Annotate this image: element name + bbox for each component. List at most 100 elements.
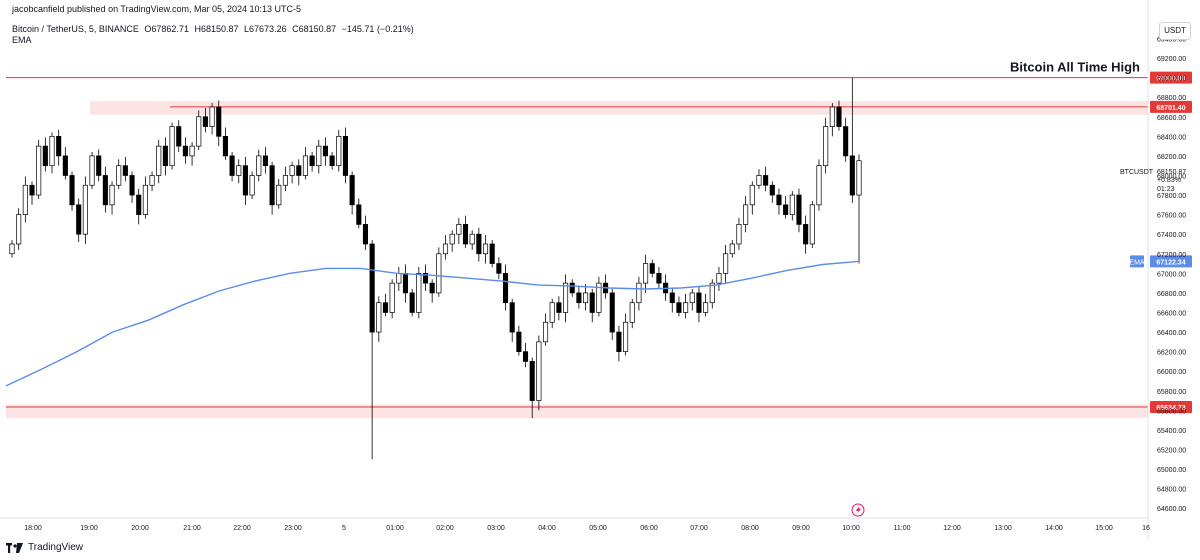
- candle-body[interactable]: [716, 272, 722, 284]
- candle-body[interactable]: [122, 165, 128, 176]
- candle-body[interactable]: [616, 331, 622, 352]
- candle-body[interactable]: [216, 106, 222, 137]
- candle-body[interactable]: [756, 175, 762, 186]
- candle-body[interactable]: [563, 282, 569, 313]
- candle-body[interactable]: [796, 194, 802, 225]
- candle-body[interactable]: [736, 224, 742, 245]
- candle-body[interactable]: [176, 126, 182, 147]
- candle-body[interactable]: [369, 243, 375, 333]
- candle-body[interactable]: [763, 175, 769, 186]
- candle-body[interactable]: [743, 204, 749, 225]
- candle-body[interactable]: [522, 351, 529, 362]
- candle-body[interactable]: [396, 272, 402, 284]
- candle-body[interactable]: [776, 194, 782, 206]
- candle-body[interactable]: [156, 145, 162, 176]
- candle-body[interactable]: [262, 155, 268, 167]
- candle-body[interactable]: [422, 272, 429, 284]
- candle-body[interactable]: [136, 194, 142, 215]
- candle-body[interactable]: [242, 165, 248, 196]
- candle-body[interactable]: [696, 292, 702, 313]
- candle-body[interactable]: [149, 175, 155, 186]
- candle-body[interactable]: [142, 184, 148, 215]
- candle-body[interactable]: [76, 204, 82, 235]
- candle-body[interactable]: [576, 292, 582, 304]
- candle-body[interactable]: [256, 155, 262, 176]
- candle-body[interactable]: [509, 302, 515, 333]
- candle-body[interactable]: [789, 194, 795, 215]
- candle-body[interactable]: [656, 272, 662, 284]
- candle-body[interactable]: [316, 145, 322, 167]
- candle-body[interactable]: [636, 282, 642, 304]
- candle-body[interactable]: [536, 341, 542, 401]
- candle-body[interactable]: [583, 292, 589, 304]
- candle-body[interactable]: [82, 184, 88, 235]
- candle-body[interactable]: [709, 282, 715, 304]
- candle-body[interactable]: [456, 224, 462, 235]
- candle-body[interactable]: [342, 135, 349, 176]
- candle-body[interactable]: [689, 292, 695, 304]
- candle-body[interactable]: [623, 321, 629, 352]
- candle-body[interactable]: [62, 155, 68, 176]
- candle-body[interactable]: [849, 155, 855, 196]
- candle-body[interactable]: [389, 282, 395, 313]
- candle-body[interactable]: [162, 145, 168, 167]
- candle-body[interactable]: [683, 302, 689, 313]
- candle-body[interactable]: [703, 302, 709, 313]
- candle-body[interactable]: [49, 135, 55, 167]
- candle-body[interactable]: [569, 282, 575, 294]
- candle-body[interactable]: [649, 263, 655, 274]
- candle-body[interactable]: [749, 184, 755, 206]
- candle-body[interactable]: [376, 302, 382, 333]
- candle-body[interactable]: [843, 126, 849, 157]
- candle-body[interactable]: [442, 243, 449, 255]
- candle-body[interactable]: [429, 282, 435, 294]
- candle-body[interactable]: [42, 145, 48, 167]
- candle-body[interactable]: [9, 243, 15, 255]
- candle-body[interactable]: [836, 106, 842, 127]
- candle-body[interactable]: [643, 263, 649, 284]
- candle-body[interactable]: [222, 135, 228, 157]
- candle-body[interactable]: [36, 145, 42, 196]
- candle-body[interactable]: [22, 184, 28, 215]
- candle-body[interactable]: [202, 116, 208, 127]
- candle-body[interactable]: [236, 165, 242, 176]
- candle-body[interactable]: [336, 135, 342, 167]
- candle-body[interactable]: [596, 282, 602, 313]
- candle-body[interactable]: [109, 184, 115, 206]
- candle-body[interactable]: [302, 155, 308, 176]
- candle-body[interactable]: [529, 361, 535, 401]
- candle-body[interactable]: [542, 321, 549, 343]
- candle-body[interactable]: [676, 302, 682, 313]
- candle-body[interactable]: [469, 233, 475, 245]
- candle-body[interactable]: [322, 145, 329, 157]
- candle-body[interactable]: [856, 160, 862, 196]
- candle-body[interactable]: [803, 224, 809, 245]
- candle-body[interactable]: [196, 116, 202, 147]
- candle-body[interactable]: [489, 243, 495, 264]
- candle-body[interactable]: [356, 204, 362, 225]
- candle-body[interactable]: [402, 272, 409, 294]
- candle-body[interactable]: [809, 204, 815, 245]
- candle-body[interactable]: [69, 175, 75, 206]
- candle-body[interactable]: [362, 224, 369, 245]
- candle-body[interactable]: [609, 292, 615, 333]
- candle-body[interactable]: [289, 165, 295, 176]
- candle-body[interactable]: [409, 292, 415, 313]
- candle-body[interactable]: [823, 126, 829, 167]
- candle-body[interactable]: [556, 302, 562, 313]
- candle-body[interactable]: [89, 155, 95, 186]
- candle-body[interactable]: [629, 302, 635, 323]
- candle-body[interactable]: [516, 331, 522, 352]
- candle-body[interactable]: [229, 155, 235, 176]
- candle-body[interactable]: [482, 243, 489, 255]
- candle-body[interactable]: [449, 233, 455, 245]
- candle-body[interactable]: [269, 165, 275, 206]
- candle-body[interactable]: [116, 165, 122, 186]
- candle-body[interactable]: [296, 165, 302, 176]
- candle-body[interactable]: [783, 204, 789, 215]
- candle-body[interactable]: [329, 155, 335, 167]
- candle-body[interactable]: [209, 106, 215, 127]
- candle-body[interactable]: [496, 263, 502, 274]
- candle-body[interactable]: [182, 145, 188, 157]
- candle-body[interactable]: [349, 175, 355, 206]
